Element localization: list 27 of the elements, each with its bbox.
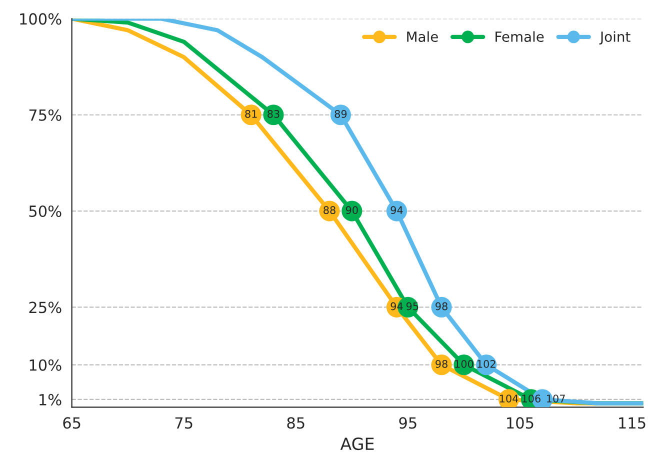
- annotation: 100: [455, 360, 474, 368]
- y-tick-label: 10%: [30, 359, 62, 371]
- annotation: 89: [334, 110, 347, 118]
- legend-label: Male: [407, 31, 438, 42]
- x-tick-label: 115: [619, 417, 646, 429]
- annotation: 102: [478, 360, 496, 368]
- x-tick-label: 65: [63, 417, 80, 429]
- y-tick-label: 25%: [29, 302, 62, 314]
- y-tick-label: 100%: [20, 13, 62, 25]
- y-tick-label: 75%: [29, 109, 62, 121]
- x-tick-label: 105: [507, 417, 534, 429]
- y-tick-label: 1%: [40, 394, 62, 406]
- x-tick-label: 95: [399, 417, 416, 429]
- annotation: 94: [390, 206, 403, 214]
- y-tick-label: 50%: [29, 205, 62, 218]
- legend-label: Female: [496, 31, 544, 42]
- x-tick-label: 85: [287, 417, 304, 429]
- annotation: 98: [436, 302, 448, 310]
- x-tick-label: 75: [175, 417, 192, 429]
- annotation: 98: [436, 360, 448, 368]
- annotation: 90: [346, 206, 358, 214]
- legend-label: Joint: [599, 31, 630, 45]
- annotation: 104: [500, 394, 518, 402]
- x-axis-title: AGE: [340, 438, 374, 450]
- annotation: 81: [245, 110, 257, 118]
- annotation: 88: [324, 206, 336, 214]
- annotation: 83: [268, 110, 280, 118]
